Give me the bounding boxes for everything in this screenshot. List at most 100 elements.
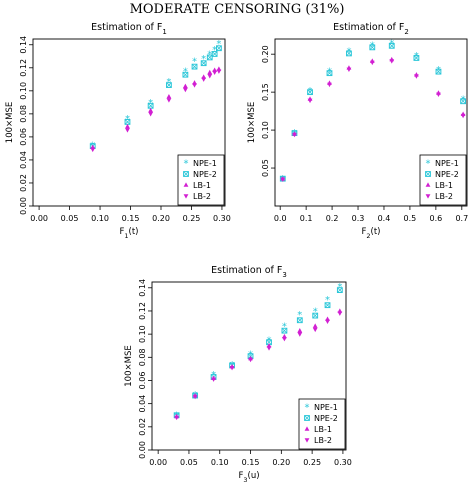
data-point — [297, 332, 303, 337]
data-point — [436, 92, 441, 98]
data-point — [346, 67, 352, 72]
y-tick-label: 0.20 — [261, 45, 270, 63]
x-tick-label: 0.10 — [91, 214, 109, 223]
legend-label: NPE-1 — [193, 159, 217, 168]
y-tick-label: 0.12 — [19, 59, 28, 77]
data-point — [125, 123, 130, 129]
series-npe-2 — [89, 45, 222, 150]
x-axis-label: F3(u) — [238, 471, 259, 484]
data-point: * — [192, 56, 197, 67]
legend-marker — [183, 171, 189, 177]
data-point — [312, 323, 318, 328]
y-tick-label: 0.08 — [138, 348, 147, 366]
data-point: * — [282, 322, 287, 333]
data-point — [336, 287, 343, 294]
x-tick-label: 0.15 — [242, 458, 260, 467]
data-point — [212, 70, 218, 75]
plot-frame — [274, 38, 468, 207]
y-tick-label: 0.10 — [19, 82, 28, 100]
data-point: * — [216, 39, 221, 50]
x-axis-label-text: F — [120, 227, 125, 237]
x-axis-label: F1(t) — [120, 227, 139, 240]
data-point — [191, 63, 198, 70]
data-point: * — [370, 41, 375, 52]
data-point — [307, 89, 313, 96]
data-point: * — [346, 47, 351, 58]
legend-label: LB-1 — [435, 181, 453, 190]
data-point — [413, 55, 420, 61]
x-tick-label: 0.7 — [455, 214, 468, 223]
data-point — [307, 98, 313, 104]
series-lb-1 — [90, 66, 222, 150]
series-lb-2 — [280, 59, 466, 183]
data-point — [389, 59, 395, 64]
data-point — [211, 377, 216, 382]
data-point — [216, 45, 222, 52]
chart-panel-3: Estimation of F30.00 0.05 0.10 0.15 0.20 0.25… — [124, 265, 352, 484]
legend-marker — [304, 426, 310, 431]
data-point — [337, 311, 343, 316]
chart-title: Estimation of F3 — [211, 265, 287, 279]
data-point: * — [297, 310, 302, 321]
x-tick-label: 0.30 — [213, 214, 231, 223]
data-point — [280, 177, 286, 183]
legend: * NPE-1 NPE-2 LB-1 LB-2 — [419, 154, 467, 206]
y-tick-label: 0.08 — [19, 105, 28, 123]
x-tick-label: 0.20 — [152, 214, 170, 223]
data-point: * — [313, 306, 318, 317]
y-tick-label: 0.02 — [19, 174, 28, 192]
data-point — [148, 107, 154, 113]
legend: * NPE-1 NPE-2 LB-1 LB-2 — [298, 398, 346, 450]
y-tick-label: 0.12 — [138, 302, 147, 320]
legend-marker — [425, 182, 431, 187]
x-tick-label: 0.05 — [180, 458, 198, 467]
data-point — [182, 71, 189, 78]
x-tick-label: 0.0 — [274, 214, 287, 223]
page-title: MODERATE CENSORING (31%) — [130, 2, 345, 17]
y-tick-label: 0.05 — [261, 159, 270, 177]
legend-label: NPE-2 — [193, 170, 217, 179]
x-tick-label: 0.25 — [303, 458, 321, 467]
legend-marker — [304, 438, 310, 443]
plots-group: Estimation of F10.00 0.05 0.10 0.15 0.20 0.25… — [5, 22, 468, 484]
legend-marker — [425, 171, 431, 177]
plot-frame — [32, 38, 226, 207]
chart-panel-2: Estimation of F20.0 0.1 0.2 0.3 0.4 0.5 0.6 0.7… — [247, 22, 468, 240]
data-point — [346, 50, 352, 57]
legend-label: LB-2 — [314, 436, 332, 445]
data-point — [206, 54, 213, 61]
data-point — [414, 74, 419, 79]
legend-marker — [425, 194, 431, 199]
x-tick-label: 0.2 — [326, 214, 339, 223]
data-point — [435, 68, 442, 75]
data-point — [460, 98, 467, 105]
data-point — [297, 328, 303, 333]
y-tick-label: 0.10 — [138, 325, 147, 343]
y-axis-label: 100×MSE — [247, 102, 257, 143]
chart-title-text: Estimation of F — [333, 22, 404, 33]
data-point — [148, 112, 154, 117]
x-tick-label: 0.15 — [122, 214, 140, 223]
y-tick-label: 0.06 — [19, 128, 28, 146]
x-axis-label: F2(t) — [362, 227, 381, 240]
chart-title-text: Estimation of F — [211, 265, 282, 276]
chart-title-text: Estimation of F — [91, 22, 162, 33]
data-point — [192, 394, 198, 400]
x-axis-label-subscript: 3 — [243, 476, 247, 484]
legend-marker: * — [426, 159, 431, 170]
chart-title-subscript: 2 — [404, 28, 408, 36]
y-tick-label: 0.00 — [138, 441, 147, 459]
data-point — [312, 312, 319, 319]
x-axis-label-subscript: 2 — [366, 232, 370, 240]
data-point — [207, 74, 213, 79]
data-point — [166, 82, 172, 88]
x-tick-label: 0.30 — [334, 458, 352, 467]
legend-label: NPE-1 — [435, 159, 459, 168]
legend-label: LB-1 — [193, 181, 211, 190]
x-axis-label-subscript: 1 — [124, 232, 128, 240]
x-tick-label: 0.00 — [149, 458, 167, 467]
x-axis-label-suffix: (u) — [248, 471, 260, 481]
y-tick-label: 0.10 — [261, 121, 270, 139]
legend-marker: * — [305, 403, 310, 414]
chart-title-subscript: 1 — [162, 28, 166, 36]
